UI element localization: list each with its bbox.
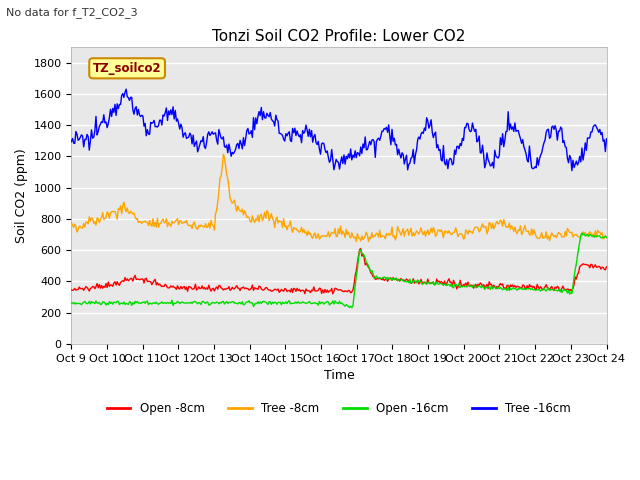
X-axis label: Time: Time bbox=[324, 369, 355, 382]
Title: Tonzi Soil CO2 Profile: Lower CO2: Tonzi Soil CO2 Profile: Lower CO2 bbox=[212, 29, 466, 44]
Legend: Open -8cm, Tree -8cm, Open -16cm, Tree -16cm: Open -8cm, Tree -8cm, Open -16cm, Tree -… bbox=[102, 397, 576, 420]
Text: No data for f_T2_CO2_3: No data for f_T2_CO2_3 bbox=[6, 7, 138, 18]
Text: TZ_soilco2: TZ_soilco2 bbox=[93, 62, 161, 75]
Y-axis label: Soil CO2 (ppm): Soil CO2 (ppm) bbox=[15, 148, 28, 243]
